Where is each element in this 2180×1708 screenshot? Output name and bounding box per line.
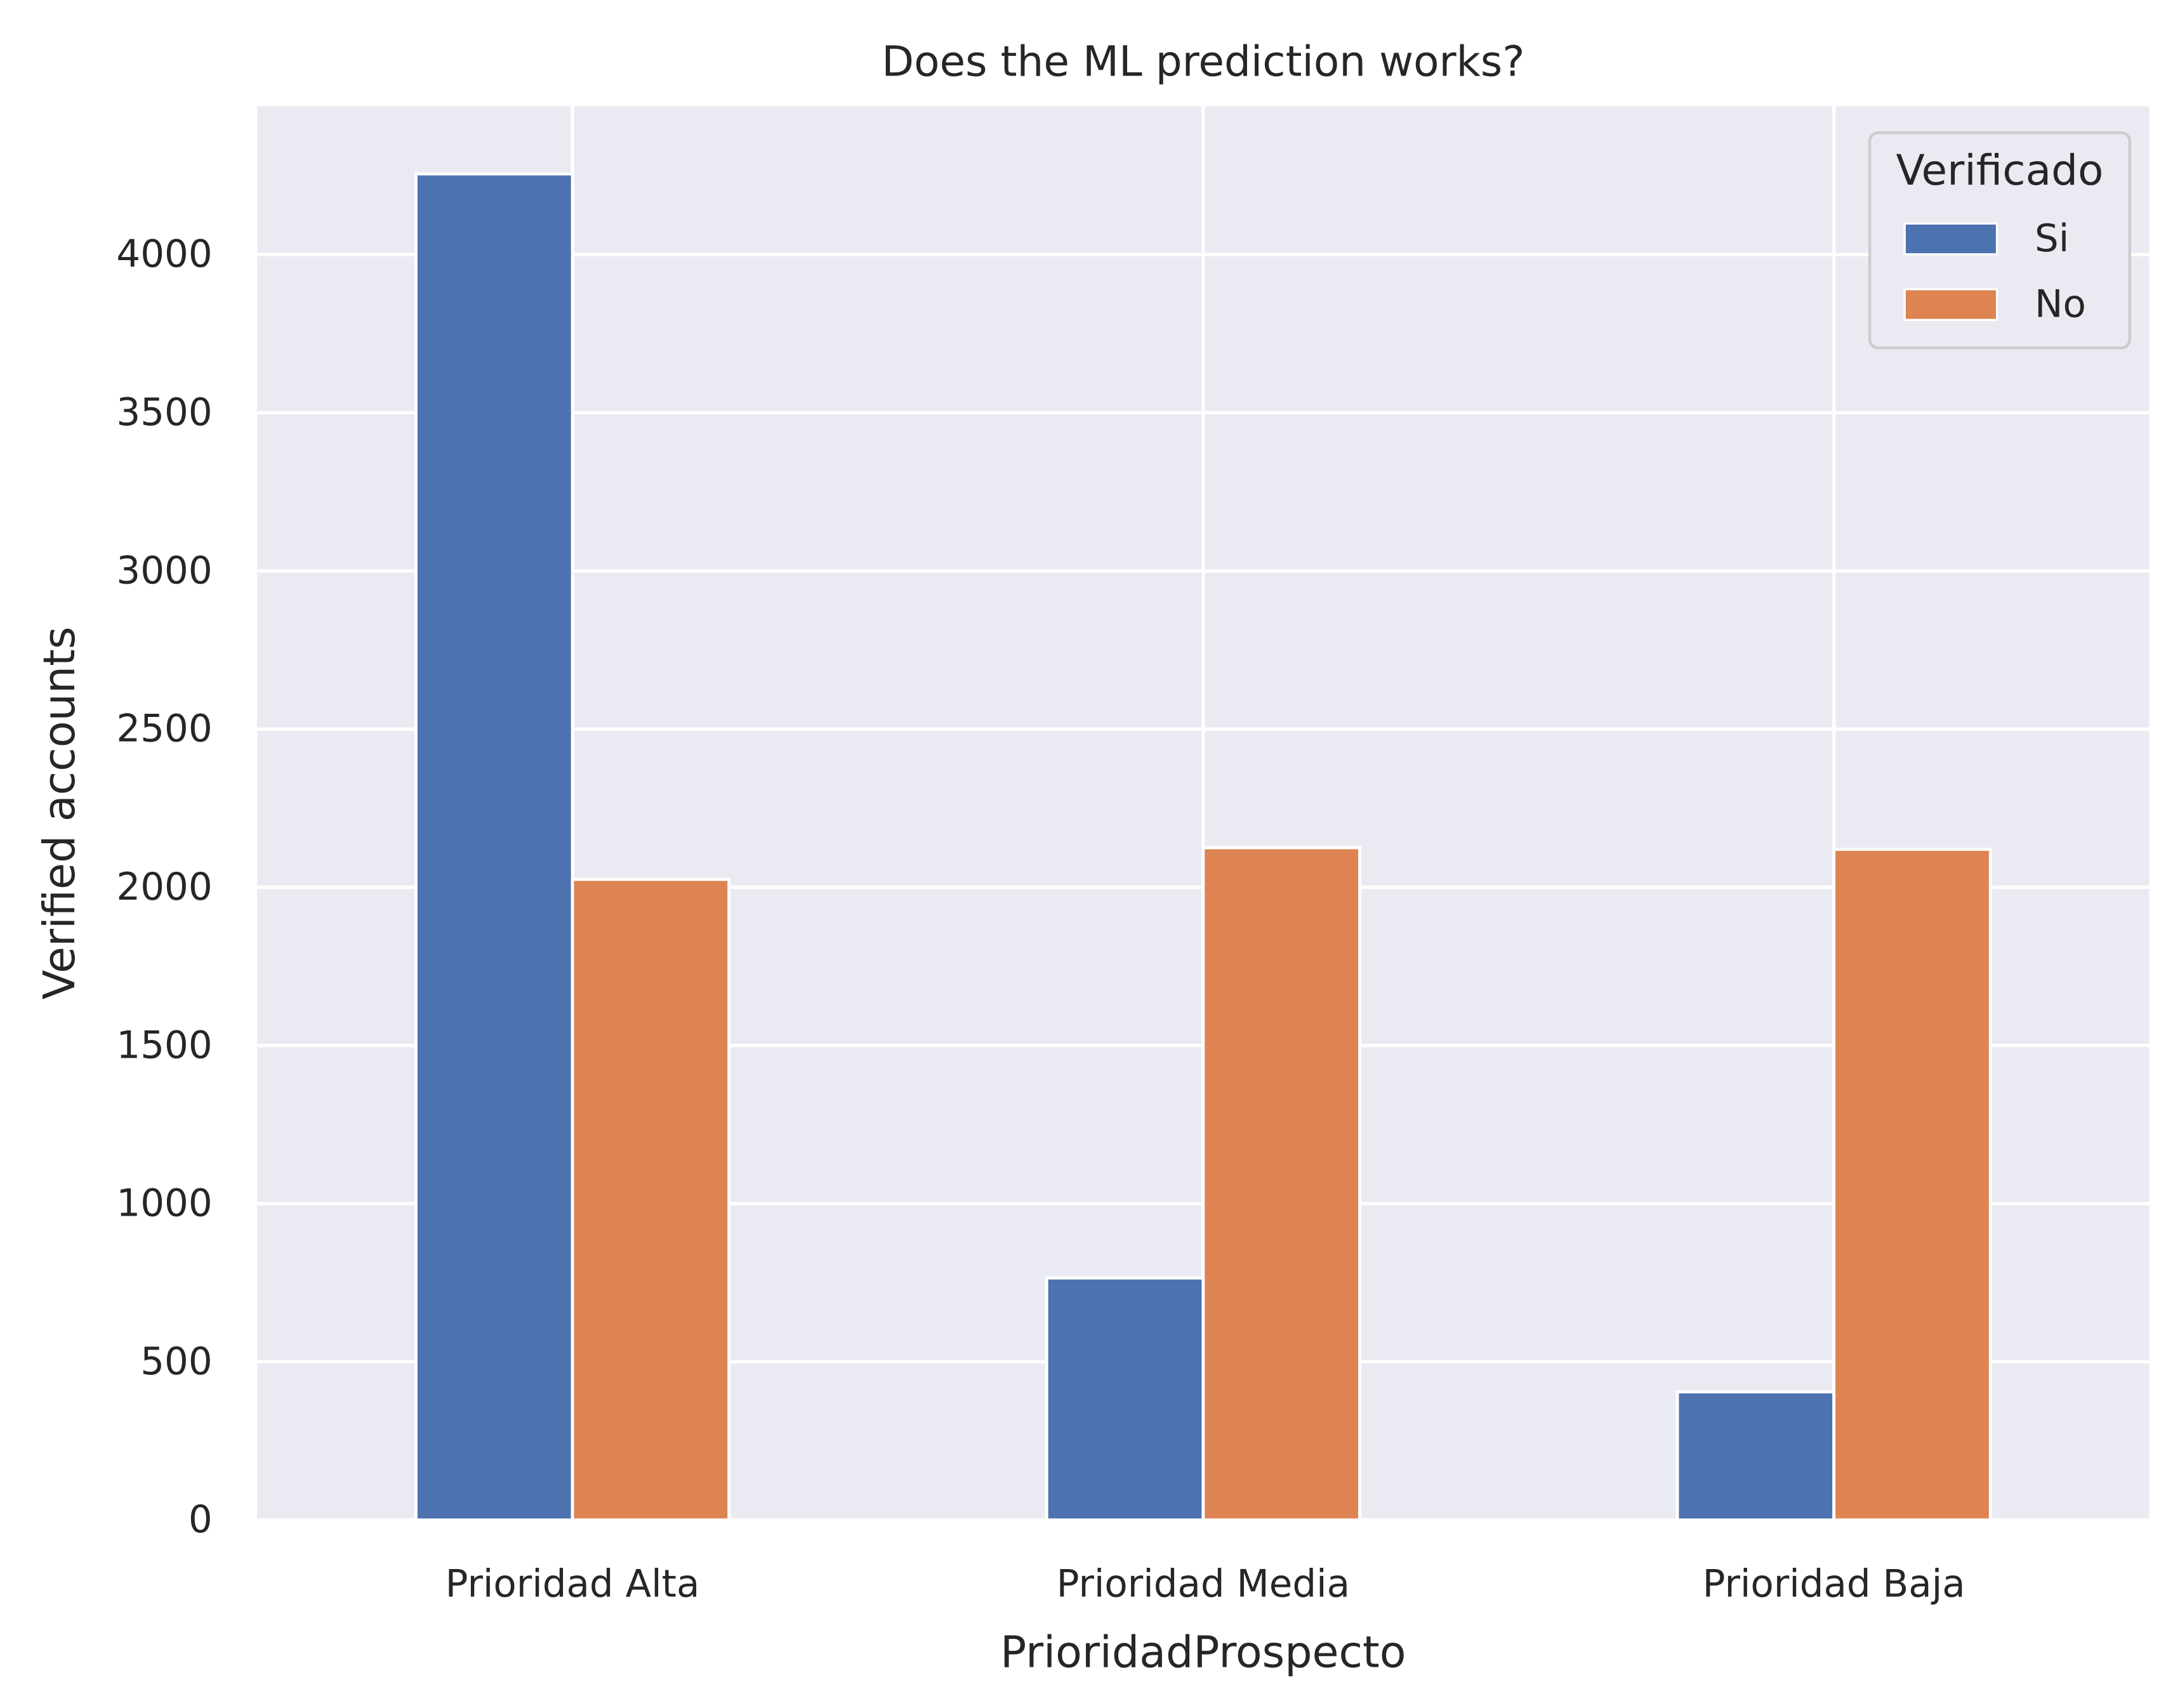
- legend-label-si: Si: [2035, 217, 2069, 261]
- y-tick-label: 2000: [116, 865, 212, 909]
- x-tick-label: Prioridad Baja: [1703, 1562, 1965, 1606]
- y-tick-label: 3500: [116, 391, 212, 435]
- bar-si-0: [414, 172, 574, 1522]
- legend-swatch-no: [1903, 288, 1998, 321]
- y-tick-label: 500: [140, 1340, 212, 1384]
- x-tick-label: Prioridad Media: [1057, 1562, 1350, 1606]
- bar-si-1: [1045, 1276, 1205, 1522]
- bar-si-2: [1675, 1390, 1836, 1522]
- legend-label-no: No: [2035, 283, 2086, 327]
- x-tick-label: Prioridad Alta: [446, 1562, 700, 1606]
- y-tick-label: 1500: [116, 1023, 212, 1067]
- y-tick-label: 4000: [116, 233, 212, 277]
- x-tick-labels: Prioridad Alta Prioridad Media Prioridad B…: [446, 1562, 1965, 1606]
- y-tick-label: 0: [188, 1498, 213, 1542]
- legend-title: Verificado: [1896, 146, 2103, 195]
- y-axis-label: Verified accounts: [35, 627, 85, 1000]
- bars-layer: [414, 172, 1992, 1522]
- legend-swatch-si: [1903, 222, 1998, 256]
- y-tick-label: 3000: [116, 549, 212, 593]
- bar-no-2: [1832, 848, 1992, 1522]
- y-tick-label: 2500: [116, 707, 212, 751]
- chart-title: Does the ML prediction works?: [882, 37, 1524, 86]
- legend-items: Si No: [1903, 217, 2086, 327]
- x-axis-label: PrioridadProspecto: [1000, 1627, 1406, 1678]
- y-tick-labels: 0 500 1000 1500 2000 2500 3000 3500 4000: [116, 233, 212, 1542]
- legend: Verificado Si No: [1868, 131, 2131, 350]
- bar-no-1: [1201, 846, 1361, 1522]
- y-tick-label: 1000: [116, 1182, 212, 1226]
- bar-no-0: [571, 877, 731, 1522]
